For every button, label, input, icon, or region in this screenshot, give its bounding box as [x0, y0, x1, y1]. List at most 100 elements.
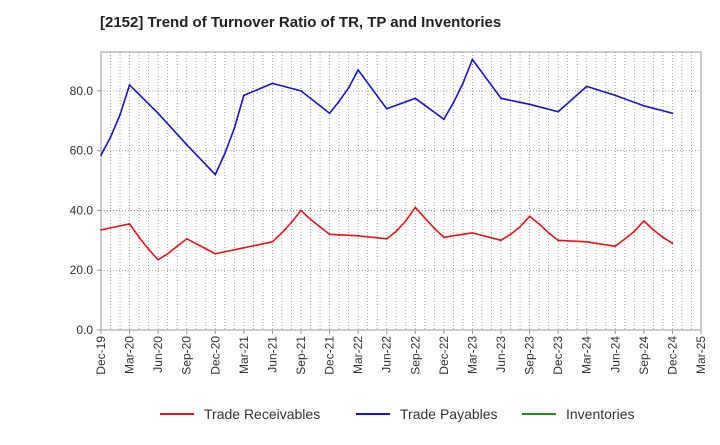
x-tick-label: Mar-20 [123, 336, 137, 374]
data-point-trade-payables [119, 113, 121, 116]
x-tick-label: Sep-21 [294, 336, 308, 375]
data-point-trade-payables [385, 107, 388, 110]
y-tick-label: 60.0 [70, 144, 94, 158]
data-point-trade-receivables [585, 240, 588, 243]
data-point-trade-receivables [357, 234, 360, 237]
data-point-trade-payables [338, 100, 340, 103]
data-point-trade-receivables [433, 227, 436, 230]
data-point-trade-receivables [166, 252, 169, 255]
x-tick-label: Dec-19 [94, 336, 108, 375]
data-point-trade-payables [642, 104, 645, 107]
x-tick-label: Dec-22 [437, 336, 451, 375]
legend-item-trade-receivables: Trade Receivables [160, 406, 320, 422]
data-point-trade-receivables [300, 209, 302, 212]
x-tick-label: Dec-23 [551, 336, 565, 375]
legend-label-trade-receivables: Trade Receivables [204, 406, 320, 422]
y-tick-label: 80.0 [70, 84, 94, 98]
x-tick-label: Mar-21 [237, 336, 251, 374]
data-point-trade-receivables [147, 248, 150, 251]
data-point-trade-payables [585, 85, 588, 88]
data-point-trade-payables [109, 136, 112, 139]
x-tick-label: Jun-23 [494, 336, 508, 373]
data-point-trade-receivables [404, 219, 407, 222]
data-point-trade-receivables [652, 228, 655, 231]
data-point-trade-payables [500, 97, 502, 100]
series-trade-receivables [100, 206, 674, 261]
data-point-trade-receivables [528, 215, 531, 218]
x-tick-label: Mar-24 [580, 336, 594, 374]
data-point-trade-payables [471, 58, 474, 61]
data-point-trade-receivables [309, 218, 312, 221]
data-point-trade-receivables [623, 237, 626, 240]
x-tick-label: Dec-24 [665, 336, 679, 375]
data-point-trade-receivables [214, 252, 217, 255]
data-point-trade-payables [214, 173, 217, 176]
data-point-trade-receivables [157, 258, 160, 261]
data-point-trade-payables [462, 82, 464, 85]
data-point-trade-receivables [176, 245, 179, 248]
data-point-trade-payables [157, 112, 160, 115]
data-point-trade-payables [185, 143, 188, 146]
data-point-trade-payables [528, 103, 531, 106]
series-line-trade-receivables [100, 206, 673, 261]
legend-item-inventories: Inventories [522, 406, 634, 422]
y-tick-label: 20.0 [70, 263, 94, 277]
x-tick-label: Sep-20 [180, 336, 194, 375]
data-point-trade-receivables [614, 245, 617, 248]
data-point-trade-receivables [557, 239, 560, 242]
legend: Trade Receivables Trade Payables Inventori… [160, 406, 634, 422]
x-tick-label: Sep-24 [637, 336, 651, 375]
data-point-trade-receivables [500, 239, 502, 242]
grid-lines [101, 52, 701, 330]
plot-frame [100, 51, 702, 331]
data-point-trade-receivables [319, 225, 321, 228]
legend-label-trade-payables: Trade Payables [400, 406, 498, 422]
data-point-trade-receivables [185, 237, 188, 240]
data-point-trade-payables [242, 94, 245, 97]
data-point-trade-receivables [471, 231, 474, 234]
x-tick-label: Mar-22 [351, 336, 365, 374]
data-point-trade-receivables [671, 242, 674, 245]
x-tick-label: Jun-21 [265, 336, 279, 373]
x-tick-label: Dec-21 [323, 336, 337, 375]
data-point-trade-receivables [271, 240, 274, 243]
x-tick-label: Jun-24 [608, 336, 622, 373]
axis-labels: 0.0 20.0 40.0 60.0 80.0 Dec-19 Mar-20 Jun-20 Sep… [70, 84, 708, 375]
data-point-trade-receivables [509, 233, 512, 236]
data-point-trade-payables [128, 83, 131, 86]
data-point-trade-payables [271, 82, 274, 85]
x-tick-label: Mar-23 [465, 336, 479, 374]
data-point-trade-receivables [100, 228, 102, 231]
data-point-trade-receivables [128, 222, 131, 225]
data-point-trade-payables [357, 69, 360, 71]
data-point-trade-receivables [547, 231, 550, 234]
data-point-trade-receivables [519, 225, 521, 228]
data-point-trade-receivables [414, 206, 417, 209]
data-point-trade-receivables [662, 236, 664, 239]
plot-border [100, 51, 702, 331]
data-point-trade-receivables [281, 231, 283, 234]
x-tick-label: Mar-25 [694, 336, 708, 374]
data-point-trade-payables [671, 112, 674, 115]
data-point-trade-receivables [138, 236, 141, 239]
data-point-trade-payables [233, 127, 236, 130]
data-point-trade-receivables [395, 230, 398, 233]
series-lines [100, 58, 674, 261]
data-point-trade-payables [452, 101, 455, 104]
data-point-trade-receivables [385, 237, 388, 240]
data-point-trade-payables [414, 97, 417, 100]
legend-item-trade-payables: Trade Payables [356, 406, 498, 422]
data-point-trade-receivables [633, 230, 636, 233]
data-point-trade-receivables [642, 219, 645, 222]
data-point-trade-receivables [290, 221, 293, 224]
data-point-trade-payables [347, 86, 350, 89]
x-tick-label: Sep-23 [523, 336, 537, 375]
legend-label-inventories: Inventories [566, 406, 634, 422]
x-tick-label: Jun-20 [151, 336, 165, 373]
data-point-trade-receivables [442, 236, 445, 239]
x-tick-label: Jun-22 [380, 336, 394, 373]
series-trade-payables [100, 58, 674, 176]
data-point-trade-receivables [242, 246, 245, 249]
